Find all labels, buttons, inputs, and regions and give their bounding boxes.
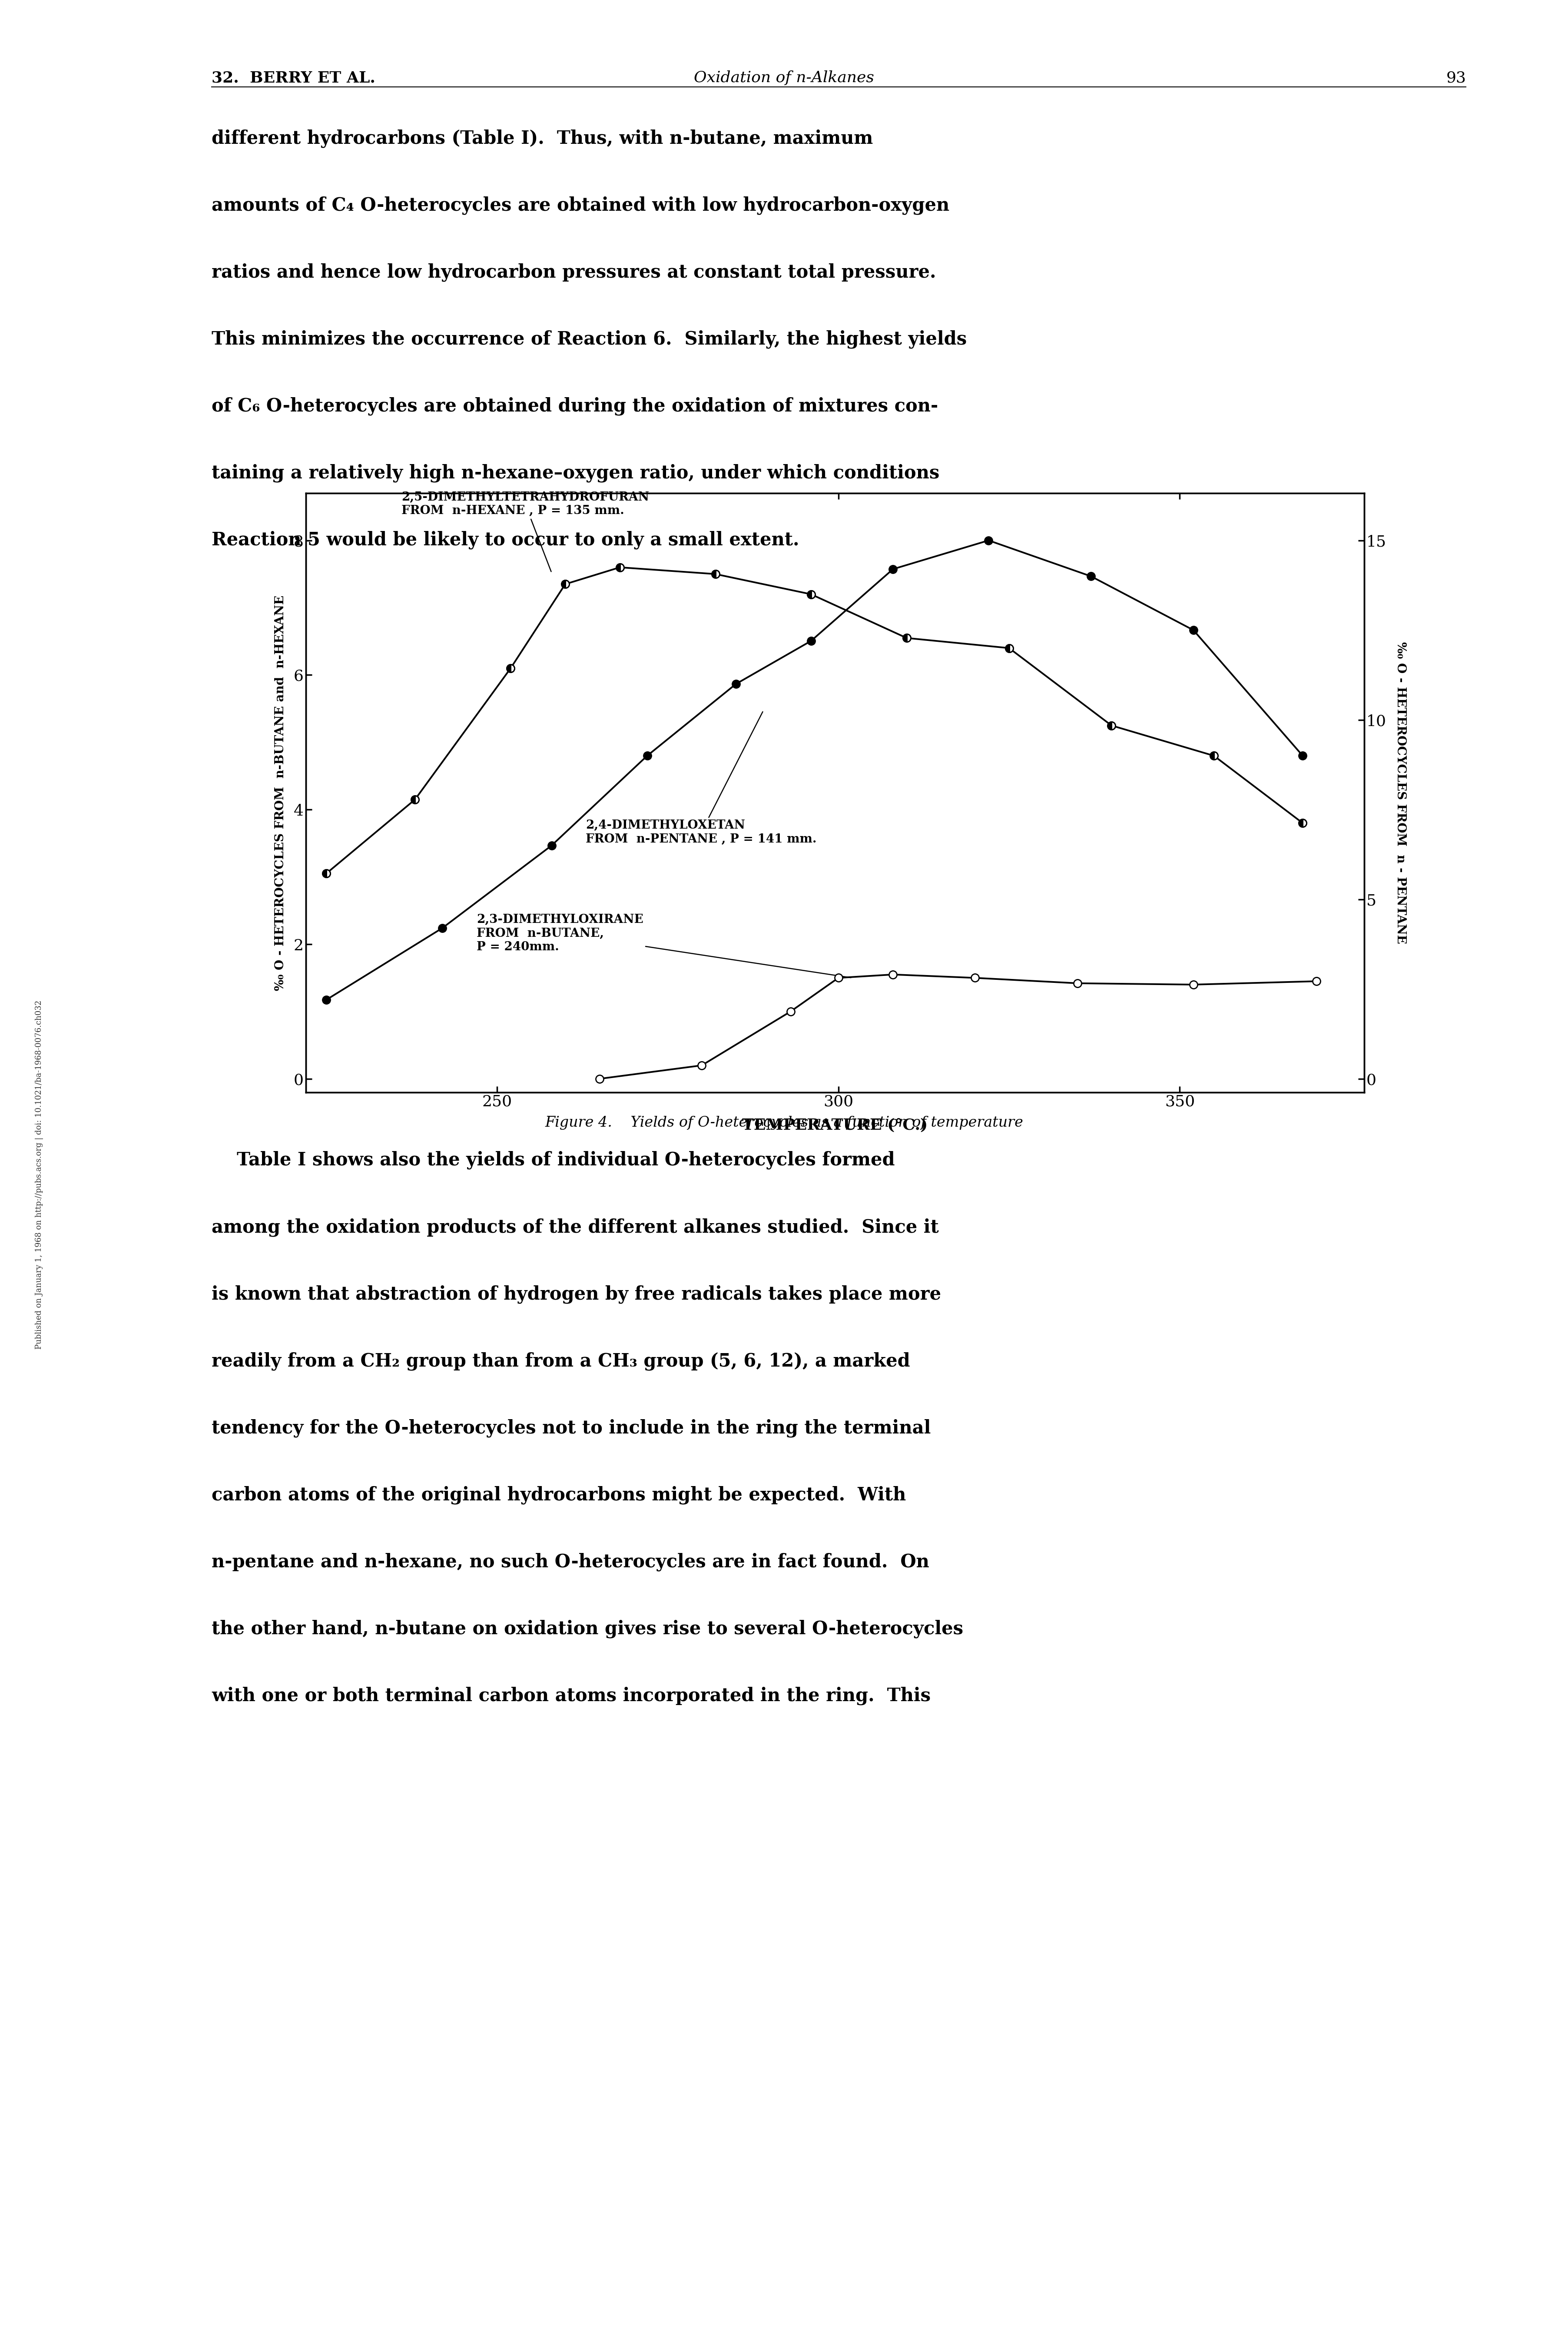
Text: 2,3-DIMETHYLOXIRANE
FROM  n-BUTANE,
P = 240mm.: 2,3-DIMETHYLOXIRANE FROM n-BUTANE, P = 2… bbox=[477, 914, 851, 977]
Text: ratios and hence low hydrocarbon pressures at constant total pressure.: ratios and hence low hydrocarbon pressur… bbox=[212, 263, 936, 282]
Text: Figure 4.    Yields of O-heterocycles as a function of temperature: Figure 4. Yields of O-heterocycles as a … bbox=[544, 1116, 1024, 1130]
Text: of C₆ O-heterocycles are obtained during the oxidation of mixtures con-: of C₆ O-heterocycles are obtained during… bbox=[212, 397, 938, 416]
Text: the other hand, n-butane on oxidation gives rise to several O-heterocycles: the other hand, n-butane on oxidation gi… bbox=[212, 1621, 963, 1637]
Text: tendency for the O-heterocycles not to include in the ring the terminal: tendency for the O-heterocycles not to i… bbox=[212, 1419, 931, 1438]
Text: carbon atoms of the original hydrocarbons might be expected.  With: carbon atoms of the original hydrocarbon… bbox=[212, 1487, 906, 1503]
Text: taining a relatively high n-hexane–oxygen ratio, under which conditions: taining a relatively high n-hexane–oxyge… bbox=[212, 465, 939, 482]
Text: n-pentane and n-hexane, no such O-heterocycles are in fact found.  On: n-pentane and n-hexane, no such O-hetero… bbox=[212, 1553, 930, 1571]
Text: different hydrocarbons (Table I).  Thus, with n-butane, maximum: different hydrocarbons (Table I). Thus, … bbox=[212, 129, 873, 148]
Text: Reaction 5 would be likely to occur to only a small extent.: Reaction 5 would be likely to occur to o… bbox=[212, 531, 800, 550]
X-axis label: TEMPERATURE (°C.): TEMPERATURE (°C.) bbox=[742, 1118, 928, 1132]
Text: This minimizes the occurrence of Reaction 6.  Similarly, the highest yields: This minimizes the occurrence of Reactio… bbox=[212, 331, 967, 348]
Y-axis label: %₀ O - HETEROCYCLES FROM  n-BUTANE and  n-HEXANE: %₀ O - HETEROCYCLES FROM n-BUTANE and n-… bbox=[274, 594, 287, 991]
Text: 2,5-DIMETHYLTETRAHYDROFURAN
FROM  n-HEXANE , P = 135 mm.: 2,5-DIMETHYLTETRAHYDROFURAN FROM n-HEXAN… bbox=[401, 491, 649, 571]
Text: with one or both terminal carbon atoms incorporated in the ring.  This: with one or both terminal carbon atoms i… bbox=[212, 1687, 931, 1705]
Text: Oxidation of n-Alkanes: Oxidation of n-Alkanes bbox=[695, 70, 873, 85]
Text: among the oxidation products of the different alkanes studied.  Since it: among the oxidation products of the diff… bbox=[212, 1217, 939, 1236]
Text: is known that abstraction of hydrogen by free radicals takes place more: is known that abstraction of hydrogen by… bbox=[212, 1285, 941, 1304]
Text: 32.  BERRY ET AL.: 32. BERRY ET AL. bbox=[212, 70, 375, 85]
Text: readily from a CH₂ group than from a CH₃ group (5, 6, 12), a marked: readily from a CH₂ group than from a CH₃… bbox=[212, 1353, 909, 1369]
Text: Published on January 1, 1968 on http://pubs.acs.org | doi: 10.1021/ba-1968-0076.: Published on January 1, 1968 on http://p… bbox=[34, 1001, 44, 1348]
Text: amounts of C₄ O-heterocycles are obtained with low hydrocarbon-oxygen: amounts of C₄ O-heterocycles are obtaine… bbox=[212, 195, 950, 214]
Text: Table I shows also the yields of individual O-heterocycles formed: Table I shows also the yields of individ… bbox=[212, 1151, 895, 1170]
Y-axis label: %₀ O - HETEROCYCLES FROM  n - PENTANE: %₀ O - HETEROCYCLES FROM n - PENTANE bbox=[1396, 641, 1406, 944]
Text: 93: 93 bbox=[1446, 70, 1466, 85]
Text: 2,4-DIMETHYLOXETAN
FROM  n-PENTANE , P = 141 mm.: 2,4-DIMETHYLOXETAN FROM n-PENTANE , P = … bbox=[586, 712, 817, 846]
